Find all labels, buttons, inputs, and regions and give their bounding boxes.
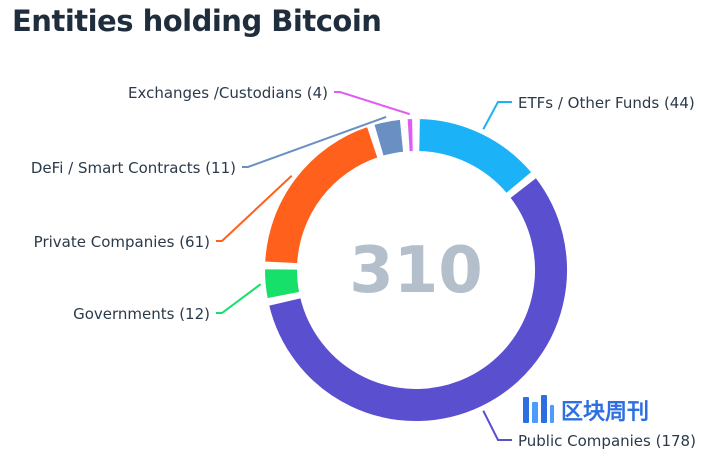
leader-line: [216, 283, 262, 314]
slice-label: Private Companies (61): [34, 233, 210, 251]
slice-label: Public Companies (178): [518, 432, 696, 450]
slice-defi-smart-contracts: [372, 117, 406, 158]
slice-exchanges-custodians: [405, 117, 415, 154]
leader-line: [242, 115, 387, 168]
slice-governments: [263, 267, 302, 301]
leader-line: [482, 101, 512, 130]
total-center-label: 310: [349, 234, 483, 308]
leader-line: [216, 175, 293, 242]
slice-label: DeFi / Smart Contracts (11): [31, 159, 236, 177]
slice-private-companies: [263, 124, 380, 266]
slice-label: Exchanges /Custodians (4): [128, 84, 328, 102]
slice-public-companies: [267, 175, 569, 423]
slice-label: ETFs / Other Funds (44): [518, 94, 695, 112]
bars-logo-icon: [523, 395, 554, 423]
leader-line: [334, 91, 410, 116]
slice-etfs-other-funds: [417, 117, 534, 196]
chart-title: Entities holding Bitcoin: [12, 4, 382, 38]
leader-line: [482, 410, 512, 441]
watermark-text: 区块周刊: [561, 400, 650, 425]
slice-label: Governments (12): [73, 305, 210, 323]
watermark: 区块周刊: [521, 393, 649, 427]
